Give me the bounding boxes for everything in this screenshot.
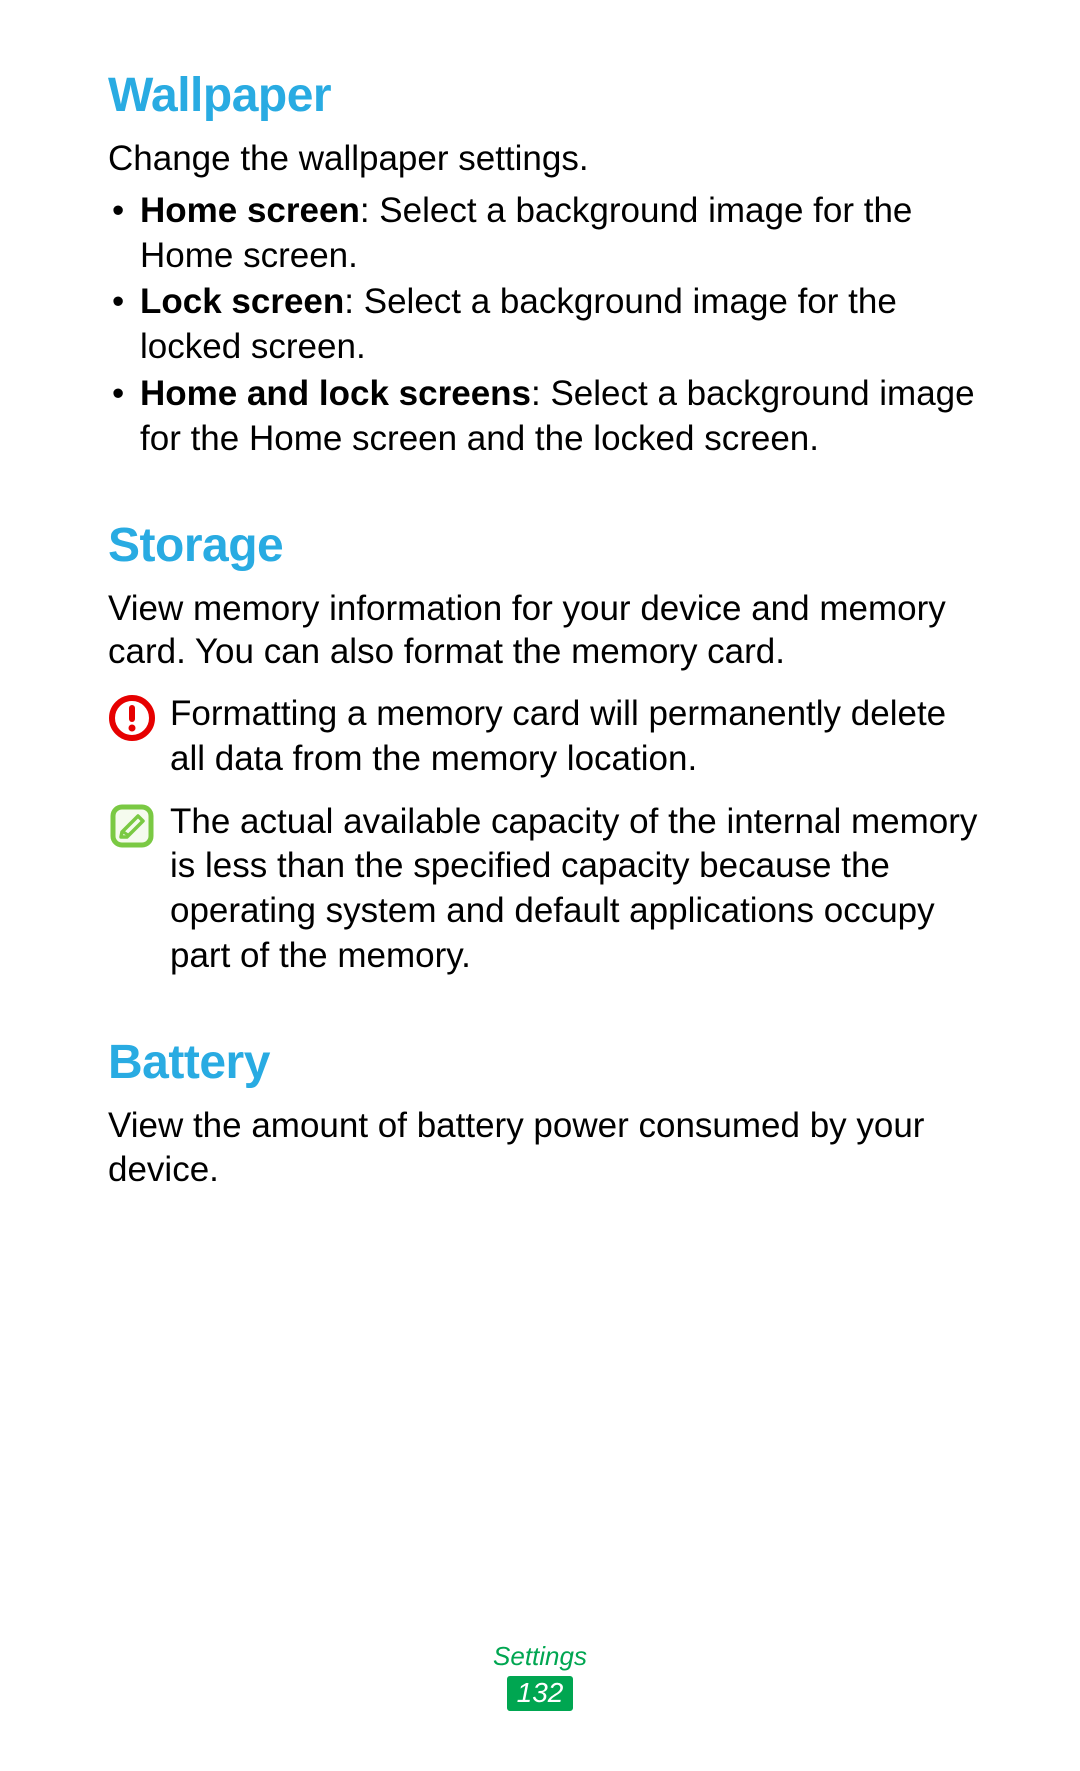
intro-storage: View memory information for your device …	[108, 587, 980, 675]
heading-battery: Battery	[108, 1035, 980, 1090]
warning-icon	[108, 692, 170, 782]
bullet-label: Lock screen	[140, 282, 344, 321]
footer-section-label: Settings	[0, 1641, 1080, 1672]
bullet-label: Home screen	[140, 191, 360, 230]
bullet-home-screen: Home screen: Select a background image f…	[108, 189, 980, 279]
page-number-badge: 132	[507, 1676, 574, 1711]
heading-storage: Storage	[108, 518, 980, 573]
manual-page: Wallpaper Change the wallpaper settings.…	[0, 0, 1080, 1771]
intro-wallpaper: Change the wallpaper settings.	[108, 137, 980, 181]
heading-wallpaper: Wallpaper	[108, 68, 980, 123]
bullet-label: Home and lock screens	[140, 374, 531, 413]
note-icon	[108, 800, 170, 979]
callout-note-text: The actual available capacity of the int…	[170, 800, 980, 979]
bullet-lock-screen: Lock screen: Select a background image f…	[108, 280, 980, 370]
bullet-home-and-lock: Home and lock screens: Select a backgrou…	[108, 372, 980, 462]
callout-note: The actual available capacity of the int…	[108, 800, 980, 979]
callout-warning-text: Formatting a memory card will permanentl…	[170, 692, 980, 782]
wallpaper-bullet-list: Home screen: Select a background image f…	[108, 189, 980, 462]
intro-battery: View the amount of battery power consume…	[108, 1104, 980, 1192]
page-footer: Settings 132	[0, 1641, 1080, 1711]
callout-warning: Formatting a memory card will permanentl…	[108, 692, 980, 782]
